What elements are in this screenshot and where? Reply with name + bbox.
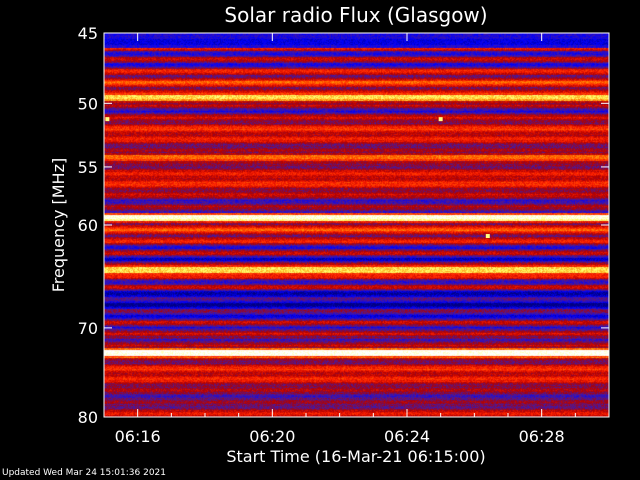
y-tick-label: 60	[78, 216, 98, 235]
y-tick-label: 70	[78, 319, 98, 338]
x-tick-label: 06:28	[519, 427, 565, 446]
heatmap-area	[104, 33, 609, 417]
burst-marker	[485, 234, 490, 239]
burst-marker	[105, 117, 110, 122]
x-tick-label: 06:16	[115, 427, 161, 446]
chart-title: Solar radio Flux (Glasgow)	[224, 3, 487, 27]
y-tick-label: 45	[78, 24, 98, 43]
burst-marker	[438, 117, 443, 122]
y-tick-label: 55	[78, 158, 98, 177]
y-tick-label: 80	[78, 408, 98, 427]
y-axis-label: Frequency [MHz]	[49, 158, 68, 292]
x-tick-label: 06:20	[249, 427, 295, 446]
y-tick-label: 50	[78, 94, 98, 113]
x-tick-label: 06:24	[384, 427, 430, 446]
spectrogram-image	[104, 33, 609, 417]
x-axis-label: Start Time (16-Mar-21 06:15:00)	[226, 447, 485, 466]
y-axis: 45 50 55 60 70 80	[78, 24, 609, 427]
x-axis: 06:16 06:20 06:24 06:28	[103, 33, 610, 446]
update-timestamp: Updated Wed Mar 24 15:01:36 2021	[2, 468, 166, 478]
